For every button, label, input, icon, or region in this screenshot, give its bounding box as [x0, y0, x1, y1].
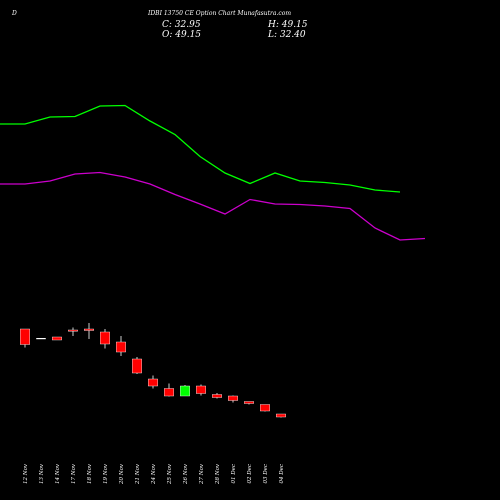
- x-tick-label: 14 Nov: [55, 463, 61, 484]
- candle-body: [132, 358, 142, 374]
- chart-title: IDBI 13750 CE Option Chart Munafasutra.c…: [147, 10, 291, 17]
- candle-body: [84, 328, 94, 331]
- candle-body: [148, 378, 158, 387]
- candle-body: [68, 329, 78, 332]
- bands-layer: [0, 104, 426, 241]
- x-tick-label: 02 Dec: [247, 464, 253, 484]
- x-tick-label: 28 Nov: [215, 463, 221, 485]
- open-value: O: 49.15: [162, 30, 201, 40]
- x-tick-label: 01 Dec: [231, 464, 237, 484]
- x-tick-label: 27 Nov: [199, 463, 205, 485]
- x-axis: 12 Nov 13 Nov 14 Nov 17 Nov 18 Nov 19 Nov 20 N…: [23, 463, 285, 485]
- candle-body: [244, 401, 254, 404]
- candle-body: [180, 385, 190, 397]
- x-tick-label: 20 Nov: [119, 463, 125, 485]
- candle-body: [36, 338, 46, 340]
- candle-body: [116, 341, 126, 353]
- candle-body: [212, 394, 222, 398]
- x-tick-label: 19 Nov: [103, 463, 109, 484]
- x-tick-label: 21 Nov: [135, 463, 141, 485]
- close-value: C: 32.95: [162, 20, 201, 30]
- candle-body: [52, 336, 62, 341]
- x-tick-label: 13 Nov: [39, 463, 45, 484]
- candles-layer: [20, 323, 286, 418]
- x-tick-label: 18 Nov: [87, 463, 93, 484]
- candle-body: [164, 388, 174, 397]
- candle-body: [196, 385, 206, 394]
- candle-body: [20, 328, 30, 345]
- x-tick-label: 04 Dec: [279, 464, 285, 484]
- x-tick-label: 26 Nov: [183, 463, 189, 485]
- upper-band-line: [0, 104, 401, 193]
- candle-body: [260, 404, 270, 412]
- candle-body: [100, 331, 110, 345]
- low-value: L: 32.40: [267, 30, 306, 40]
- x-tick-label: 24 Nov: [151, 463, 157, 485]
- high-value: H: 49.15: [267, 20, 308, 30]
- lower-band-line: [0, 171, 426, 241]
- x-tick-label: 12 Nov: [23, 463, 29, 484]
- x-tick-label: 25 Nov: [167, 463, 173, 485]
- x-tick-label: 03 Dec: [263, 464, 269, 484]
- candle-body: [276, 413, 286, 418]
- x-tick-label: 17 Nov: [71, 463, 77, 484]
- candle-body: [228, 395, 238, 401]
- header-letter: D: [11, 10, 17, 17]
